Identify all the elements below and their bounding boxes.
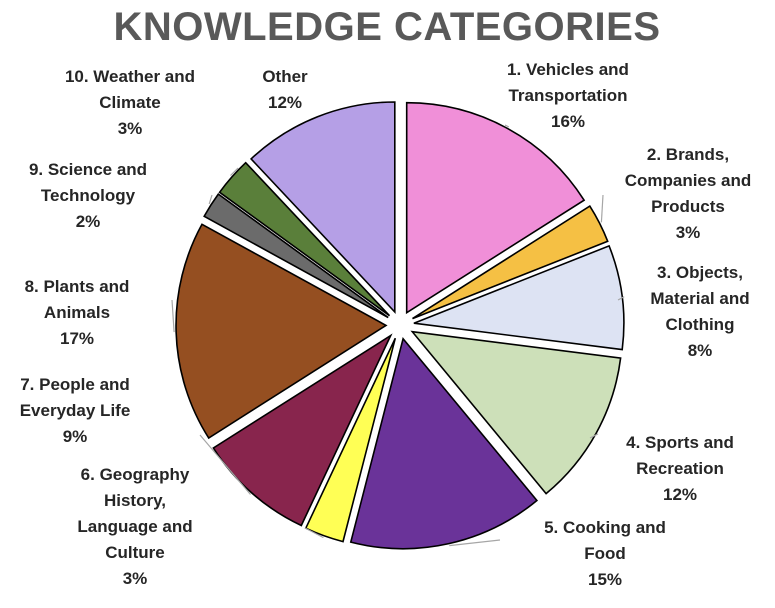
slice-value-label: 8% — [688, 341, 713, 360]
slice-name-line: Clothing — [666, 315, 735, 334]
slice-value-label: 17% — [60, 329, 94, 348]
slice-name-line: 6. Geography — [81, 465, 190, 484]
slice-label-10: 10. Weather and Climate 3% — [65, 67, 195, 138]
slice-name-line: Climate — [99, 93, 160, 112]
slice-label-3: 3. Objects, Material and Clothing 8% — [650, 263, 749, 360]
slice-label-7: 7. People and Everyday Life 9% — [20, 375, 131, 446]
slice-name-line: Technology — [41, 186, 136, 205]
slice-name-line: 1. Vehicles and — [507, 60, 629, 79]
slice-name-line: 7. People and — [20, 375, 130, 394]
leader-lines — [171, 124, 625, 547]
slice-label-9: 9. Science and Technology 2% — [29, 160, 147, 231]
slice-name-line: Food — [584, 544, 626, 563]
leader-line-4 — [589, 433, 599, 439]
slice-value-label: 12% — [663, 485, 697, 504]
slice-name-line: 4. Sports and — [626, 433, 734, 452]
leader-line-7 — [199, 434, 251, 495]
slice-label-11: Other 12% — [262, 67, 308, 112]
slice-name-line: Everyday Life — [20, 401, 131, 420]
slice-value-label: 9% — [63, 427, 88, 446]
slice-name-line: Language and — [77, 517, 192, 536]
slice-name-line: Transportation — [508, 86, 627, 105]
leader-line-2 — [600, 194, 604, 223]
slice-name-line: 10. Weather and — [65, 67, 195, 86]
slice-label-8: 8. Plants and Animals 17% — [25, 277, 130, 348]
slice-value-label: 3% — [676, 223, 701, 242]
slice-label-4: 4. Sports and Recreation 12% — [626, 433, 734, 504]
slice-labels: 1. Vehicles and Transportation 16% 2. Brand… — [20, 60, 752, 589]
leader-line-3 — [617, 296, 625, 301]
slice-name-line: Other — [262, 67, 308, 86]
slice-value-label: 16% — [551, 112, 585, 131]
leader-line-8 — [171, 299, 175, 333]
slice-value-label: 3% — [123, 569, 148, 588]
pie-slice-3 — [413, 244, 625, 351]
slice-name-line: Products — [651, 197, 725, 216]
slice-name-line: 5. Cooking and — [544, 518, 666, 537]
leader-line-5 — [449, 539, 501, 547]
pie-slice-8 — [175, 223, 388, 440]
slice-value-label: 2% — [76, 212, 101, 231]
slice-name-line: Culture — [105, 543, 165, 562]
pie-slice-9 — [203, 192, 389, 319]
slice-name-line: 3. Objects, — [657, 263, 743, 282]
slice-label-1: 1. Vehicles and Transportation 16% — [507, 60, 629, 131]
pie-slice-2 — [412, 204, 609, 320]
slice-name-line: Animals — [44, 303, 110, 322]
slice-name-line: Companies and — [625, 171, 752, 190]
slice-value-label: 3% — [118, 119, 143, 138]
pie-slice-11 — [249, 101, 396, 315]
leader-line-1 — [504, 124, 510, 128]
pie-slice-4 — [410, 330, 622, 495]
slice-name-line: History, — [104, 491, 166, 510]
pie-slice-1 — [405, 101, 586, 315]
slice-label-5: 5. Cooking and Food 15% — [544, 518, 666, 589]
slice-label-6: 6. Geography History, Language and Culture 3… — [77, 465, 192, 588]
pie-slice-10 — [218, 161, 391, 317]
leader-line-6 — [304, 527, 324, 539]
pie-slices — [175, 101, 625, 550]
pie-slice-5 — [349, 336, 539, 550]
leader-line-9 — [208, 194, 213, 205]
slice-name-line: 2. Brands, — [647, 145, 729, 164]
slice-value-label: 12% — [268, 93, 302, 112]
pie-slice-7 — [212, 333, 393, 527]
slice-name-line: Material and — [650, 289, 749, 308]
slice-name-line: 8. Plants and — [25, 277, 130, 296]
slice-name-line: 9. Science and — [29, 160, 147, 179]
leader-line-10 — [230, 167, 239, 176]
slice-value-label: 15% — [588, 570, 622, 589]
slice-label-2: 2. Brands, Companies and Products 3% — [625, 145, 752, 242]
chart-title: KNOWLEDGE CATEGORIES — [113, 5, 660, 49]
slice-name-line: Recreation — [636, 459, 724, 478]
